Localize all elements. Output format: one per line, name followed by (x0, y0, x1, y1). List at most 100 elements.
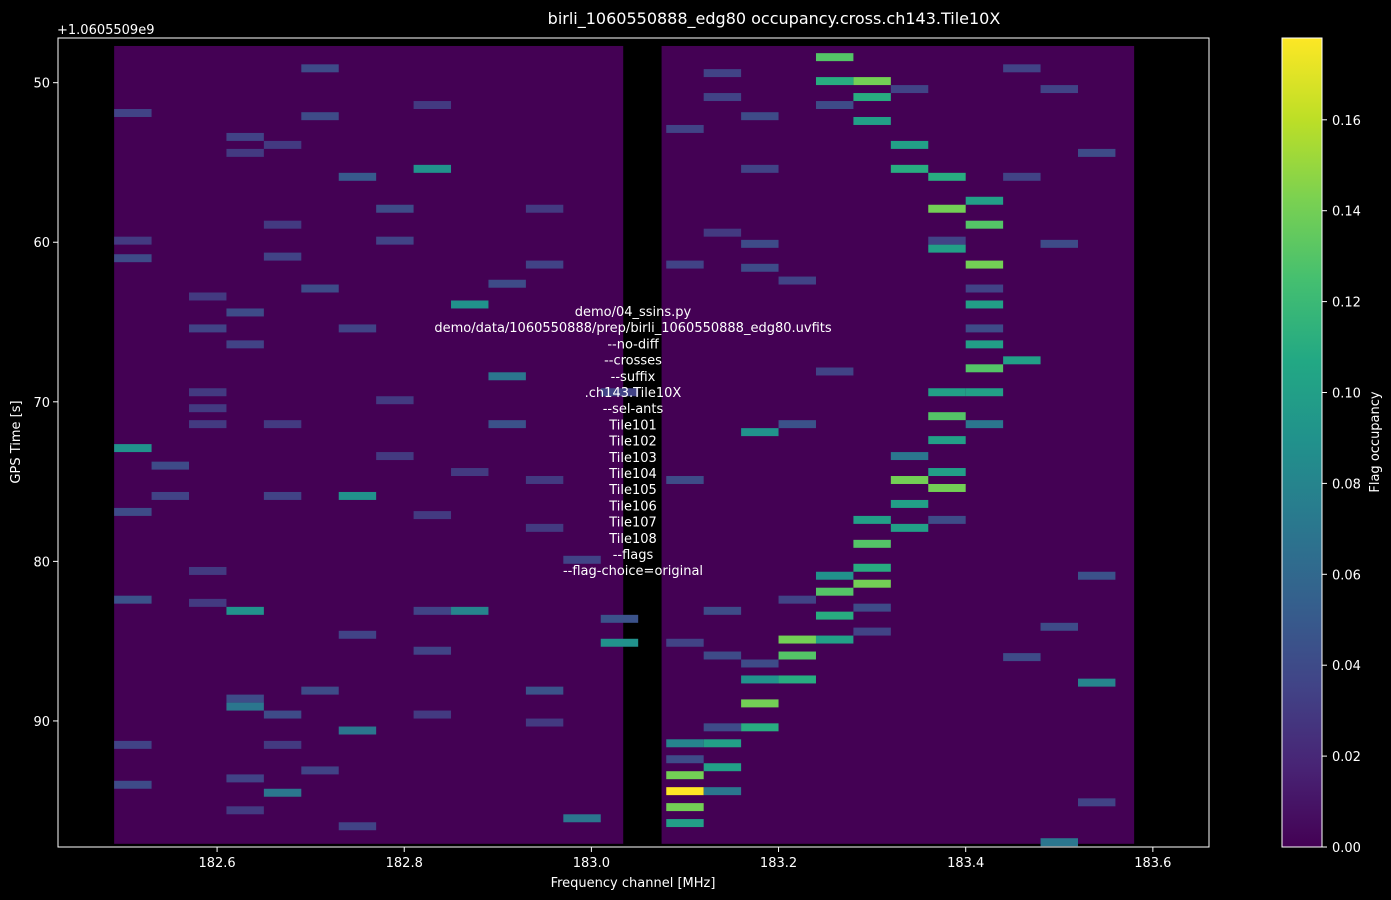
annotation-line: Tile105 (608, 483, 657, 498)
heatmap-cell (413, 101, 452, 110)
y-axis-label: GPS Time [s] (9, 400, 24, 483)
colorbar-tick-label: 0.02 (1332, 750, 1361, 765)
heatmap-cell (189, 324, 227, 333)
heatmap-cell (778, 276, 816, 285)
y-offset-label: +1.0605509e9 (57, 23, 154, 38)
heatmap-cell (114, 236, 152, 245)
heatmap-cell (338, 630, 377, 639)
heatmap-cell (666, 803, 704, 812)
heatmap-cell (488, 279, 526, 288)
heatmap-cell (666, 739, 704, 748)
y-axis-ticks: 50 60 70 80 90 (33, 77, 58, 730)
heatmap-cell (413, 511, 452, 520)
heatmap-cell (376, 452, 414, 461)
heatmap-cell (151, 491, 190, 500)
heatmap-cell (965, 324, 1004, 333)
colorbar-tick-label: 0.00 (1332, 841, 1361, 856)
heatmap-cell (928, 236, 966, 245)
annotation-line: Tile106 (608, 499, 657, 514)
heatmap-cell (301, 112, 339, 121)
heatmap-cell (451, 468, 489, 477)
heatmap-cell (226, 148, 264, 157)
colorbar-tick-label: 0.10 (1332, 387, 1361, 402)
heatmap-cell (189, 598, 227, 607)
heatmap-cell (114, 444, 152, 453)
heatmap-cell (451, 606, 489, 615)
heatmap-cell (890, 140, 929, 149)
heatmap-cell (815, 77, 854, 86)
heatmap-cell (226, 694, 264, 703)
colorbar-gradient (1282, 38, 1322, 847)
y-tick-label: 90 (33, 715, 50, 730)
heatmap-cell (703, 228, 742, 237)
heatmap-cell (525, 204, 564, 213)
annotation-line: --sel-ants (603, 402, 664, 417)
heatmap-cell (563, 555, 601, 564)
heatmap-cell (376, 396, 414, 405)
heatmap-cell (189, 566, 227, 575)
heatmap-cell (151, 461, 190, 470)
heatmap-cell (853, 579, 891, 588)
heatmap-cell (1003, 172, 1041, 181)
y-tick-label: 70 (33, 396, 50, 411)
heatmap-cell (666, 771, 704, 780)
annotation-line: Tile102 (608, 435, 657, 450)
annotation-line: --no-diff (607, 337, 659, 352)
heatmap-background-2 (661, 45, 1135, 844)
heatmap-cell (666, 638, 704, 647)
heatmap-cell (703, 606, 742, 615)
heatmap-cell (815, 101, 854, 110)
heatmap-cell (815, 53, 854, 62)
heatmap-cell (263, 710, 302, 719)
annotation-line: Tile104 (608, 467, 657, 482)
heatmap-cell (853, 515, 891, 524)
heatmap-cell (928, 468, 966, 477)
heatmap-cell (815, 611, 854, 620)
heatmap-cell (1040, 85, 1078, 94)
heatmap-cell (890, 476, 929, 484)
heatmap-cell (525, 523, 564, 532)
heatmap-cell (815, 635, 854, 644)
annotation-line: demo/04_ssins.py (575, 305, 692, 320)
plot-frame (57, 37, 1210, 848)
colorbar-ticks: 0.00 0.02 0.04 0.06 0.08 0.10 0.12 0.14 0.16 (1322, 114, 1361, 856)
heatmap-cell (226, 702, 264, 711)
heatmap-cell (666, 819, 704, 828)
x-tick-label: 182.8 (386, 856, 423, 871)
y-tick-label: 50 (33, 77, 50, 92)
annotation-line: Tile103 (608, 451, 657, 466)
heatmap-cell (778, 635, 816, 644)
heatmap-cell (338, 822, 377, 831)
heatmap-cell (965, 196, 1004, 205)
plot-area (57, 37, 1210, 848)
heatmap-cell (563, 814, 601, 823)
heatmap-cell (600, 388, 639, 397)
heatmap-cell (263, 252, 302, 261)
heatmap-cell (703, 69, 742, 78)
heatmap-cell (965, 284, 1004, 293)
heatmap-cell (1040, 622, 1078, 631)
heatmap-cell (376, 236, 414, 245)
heatmap-cell (114, 740, 152, 749)
heatmap-cell (741, 263, 779, 272)
heatmap-cell (263, 740, 302, 749)
heatmap-cell (600, 638, 639, 647)
heatmap-cell (1003, 653, 1041, 662)
heatmap-cell (853, 539, 891, 548)
heatmap-cell (338, 491, 377, 500)
x-tick-label: 183.0 (573, 856, 610, 871)
heatmap-cell (666, 124, 704, 133)
heatmap-cell (114, 780, 152, 789)
heatmap-cell (703, 651, 742, 660)
heatmap-cell (666, 787, 704, 796)
annotation-line: .ch143.Tile10X (585, 386, 682, 401)
heatmap-cell (263, 491, 302, 500)
heatmap-cell (741, 239, 779, 248)
heatmap-cell (488, 372, 526, 381)
heatmap-cell (965, 220, 1004, 229)
x-tick-label: 183.4 (947, 856, 984, 871)
heatmap-cell (703, 787, 742, 796)
heatmap-cell (890, 164, 929, 173)
heatmap-cell (1003, 64, 1041, 73)
x-tick-label: 183.6 (1134, 856, 1171, 871)
